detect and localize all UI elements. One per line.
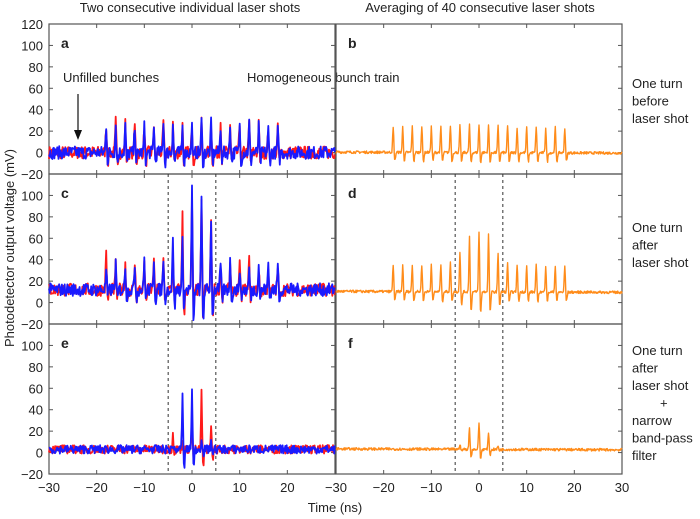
panel-label: a xyxy=(61,35,69,51)
y-tick-label: 80 xyxy=(29,60,43,75)
panel-label: c xyxy=(61,185,69,201)
y-tick-label: 60 xyxy=(29,81,43,96)
row-label: laser shot xyxy=(632,378,689,393)
x-tick-label: −10 xyxy=(133,480,155,495)
x-tick-label: 20 xyxy=(280,480,294,495)
x-tick-label: −30 xyxy=(38,480,60,495)
panel-label: d xyxy=(348,185,357,201)
y-tick-label: 40 xyxy=(29,103,43,118)
row-label: filter xyxy=(632,448,657,463)
series-line-average xyxy=(335,422,623,459)
panel-label: b xyxy=(348,35,357,51)
y-tick-label: 20 xyxy=(29,424,43,439)
y-tick-label: 60 xyxy=(29,231,43,246)
panel-c: c −20 0 20 40 60 80 100 xyxy=(21,173,336,332)
y-tick-label: 40 xyxy=(29,253,43,268)
y-tick-label: 0 xyxy=(36,146,43,161)
row-label: band-pass xyxy=(632,431,693,446)
x-tick-label: −30 xyxy=(325,480,347,495)
y-tick-label: 20 xyxy=(29,124,43,139)
y-tick-label: 80 xyxy=(29,360,43,375)
panel-d: d xyxy=(335,173,623,325)
y-tick-label: 20 xyxy=(29,274,43,289)
series-line-average xyxy=(335,123,623,164)
row-label: + xyxy=(660,396,668,411)
panel-b: b xyxy=(335,23,623,175)
series-line-shot2 xyxy=(48,184,336,321)
title-left: Two consecutive individual laser shots xyxy=(80,0,301,15)
y-tick-label: 120 xyxy=(21,17,43,32)
x-tick-label: 20 xyxy=(567,480,581,495)
annotation-homogeneous: Homogeneous bunch train xyxy=(247,70,400,85)
y-tick-label: 100 xyxy=(21,188,43,203)
x-axis-label: Time (ns) xyxy=(308,500,362,515)
series-line-shot2 xyxy=(48,116,336,169)
row-label: laser shot xyxy=(632,255,689,270)
row-label: One turn xyxy=(632,76,683,91)
panel-frame xyxy=(335,323,623,475)
row-label: narrow xyxy=(632,413,672,428)
y-tick-label: −20 xyxy=(21,467,43,482)
title-right: Averaging of 40 consecutive laser shots xyxy=(365,0,595,15)
x-tick-label: 0 xyxy=(475,480,482,495)
x-tick-label: 10 xyxy=(519,480,533,495)
row-label: after xyxy=(632,361,659,376)
x-tick-label: −20 xyxy=(373,480,395,495)
y-tick-label: 0 xyxy=(36,296,43,311)
series-line-shot2 xyxy=(48,388,336,469)
y-tick-label: 100 xyxy=(21,338,43,353)
row-label: after xyxy=(632,238,659,253)
series-line-average xyxy=(335,231,623,312)
row-label: One turn xyxy=(632,220,683,235)
y-tick-label: 80 xyxy=(29,210,43,225)
annotation-unfilled: Unfilled bunches xyxy=(63,70,160,85)
y-tick-label: 40 xyxy=(29,403,43,418)
panel-label: f xyxy=(348,335,353,351)
row-label: One turn xyxy=(632,343,683,358)
row-label: before xyxy=(632,94,669,109)
x-tick-label: 0 xyxy=(188,480,195,495)
x-tick-label: 10 xyxy=(232,480,246,495)
y-axis-label: Photodetector output voltage (mV) xyxy=(2,149,17,347)
panel-label: e xyxy=(61,335,69,351)
y-tick-label: 60 xyxy=(29,381,43,396)
x-tick-label: −10 xyxy=(420,480,442,495)
y-tick-label: 0 xyxy=(36,446,43,461)
row-label: laser shot xyxy=(632,111,689,126)
y-tick-label: −20 xyxy=(21,167,43,182)
y-tick-label: −20 xyxy=(21,317,43,332)
x-tick-label: −20 xyxy=(86,480,108,495)
arrow-icon xyxy=(74,94,82,140)
panel-a: a −20 0 20 40 60 80 100 120 xyxy=(21,17,336,182)
x-tick-label: 30 xyxy=(615,480,629,495)
panel-f: f −30 −20 −10 0 10 20 30 xyxy=(325,323,629,495)
y-tick-label: 100 xyxy=(21,38,43,53)
